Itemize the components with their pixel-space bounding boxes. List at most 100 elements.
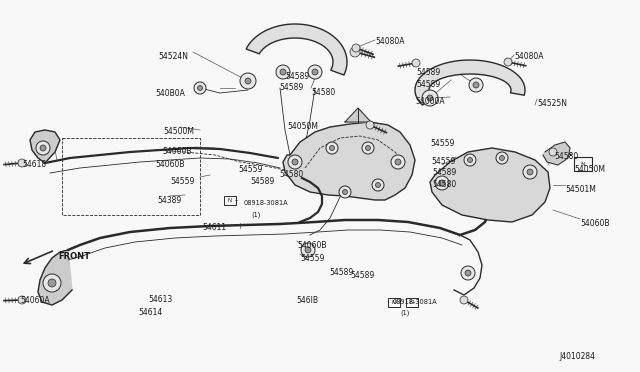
Text: 54559: 54559 — [300, 254, 324, 263]
Text: 54060B: 54060B — [297, 241, 326, 250]
Circle shape — [467, 157, 472, 163]
Polygon shape — [430, 148, 550, 222]
Text: 54580: 54580 — [279, 170, 303, 179]
Text: 54589: 54589 — [416, 68, 440, 77]
Text: 54050M: 54050M — [287, 122, 318, 131]
Text: (1): (1) — [251, 211, 260, 218]
Text: 54060B: 54060B — [580, 219, 609, 228]
Polygon shape — [415, 60, 525, 105]
Circle shape — [523, 165, 537, 179]
Circle shape — [460, 296, 468, 304]
Text: 54589: 54589 — [416, 80, 440, 89]
Circle shape — [194, 82, 206, 94]
Polygon shape — [38, 250, 72, 305]
Circle shape — [549, 148, 557, 156]
Circle shape — [48, 279, 56, 287]
Polygon shape — [543, 142, 570, 165]
Text: 54580: 54580 — [554, 152, 579, 161]
Text: 54589: 54589 — [329, 268, 353, 277]
Circle shape — [461, 266, 475, 280]
Text: 54060B: 54060B — [162, 147, 191, 156]
Text: 54589: 54589 — [279, 83, 303, 92]
Circle shape — [439, 180, 445, 186]
Text: 54050M: 54050M — [574, 165, 605, 174]
Circle shape — [473, 82, 479, 88]
Circle shape — [18, 159, 26, 167]
Circle shape — [292, 159, 298, 165]
Text: 54060A: 54060A — [20, 296, 50, 305]
Circle shape — [240, 73, 256, 89]
Circle shape — [326, 142, 338, 154]
Circle shape — [412, 59, 420, 67]
Circle shape — [276, 65, 290, 79]
Text: 546IB: 546IB — [296, 296, 318, 305]
Circle shape — [305, 247, 311, 253]
Circle shape — [43, 274, 61, 292]
Text: J4010284: J4010284 — [559, 352, 595, 361]
Text: FRONT: FRONT — [58, 252, 90, 261]
Circle shape — [36, 141, 50, 155]
Circle shape — [350, 47, 360, 57]
Circle shape — [496, 152, 508, 164]
Text: 08918-3081A: 08918-3081A — [393, 299, 438, 305]
Text: 54580: 54580 — [311, 88, 335, 97]
Circle shape — [339, 186, 351, 198]
Text: N: N — [228, 198, 232, 202]
Text: 54000A: 54000A — [415, 97, 445, 106]
Text: 54524N: 54524N — [158, 52, 188, 61]
Circle shape — [435, 176, 449, 190]
Polygon shape — [345, 108, 371, 122]
Text: 54559: 54559 — [430, 139, 454, 148]
Text: 54559: 54559 — [238, 165, 262, 174]
Text: 54589: 54589 — [432, 168, 456, 177]
Text: 54618: 54618 — [22, 160, 46, 169]
Text: 54525N: 54525N — [537, 99, 567, 108]
Circle shape — [372, 179, 384, 191]
Circle shape — [422, 90, 438, 106]
Circle shape — [499, 155, 504, 160]
Text: 08918-3081A: 08918-3081A — [244, 200, 289, 206]
Circle shape — [280, 69, 286, 75]
Text: 54559: 54559 — [431, 157, 456, 166]
Circle shape — [198, 86, 202, 90]
Text: N: N — [580, 161, 586, 167]
Circle shape — [504, 58, 512, 66]
Text: N: N — [392, 299, 396, 305]
Circle shape — [395, 159, 401, 165]
Text: 54389: 54389 — [157, 196, 181, 205]
Circle shape — [245, 78, 251, 84]
Text: 54501M: 54501M — [565, 185, 596, 194]
Circle shape — [464, 154, 476, 166]
Circle shape — [342, 189, 348, 195]
Text: 54500M: 54500M — [163, 127, 194, 136]
Text: 54559: 54559 — [170, 177, 195, 186]
Circle shape — [465, 270, 471, 276]
Text: 54589: 54589 — [250, 177, 275, 186]
Circle shape — [288, 155, 302, 169]
Circle shape — [18, 296, 26, 304]
Text: 54589: 54589 — [285, 72, 309, 81]
Circle shape — [365, 145, 371, 151]
Circle shape — [427, 95, 433, 101]
Circle shape — [330, 145, 335, 151]
Polygon shape — [30, 130, 60, 163]
Text: 54080A: 54080A — [375, 37, 404, 46]
Circle shape — [391, 155, 405, 169]
Circle shape — [527, 169, 533, 175]
Text: 540B0A: 540B0A — [155, 89, 185, 98]
Circle shape — [366, 121, 374, 129]
Circle shape — [352, 44, 360, 52]
Circle shape — [40, 145, 46, 151]
Circle shape — [469, 78, 483, 92]
Text: 54611: 54611 — [202, 223, 226, 232]
Text: 54580: 54580 — [432, 180, 456, 189]
Polygon shape — [246, 24, 347, 75]
Text: 54614: 54614 — [138, 308, 163, 317]
Text: 54060B: 54060B — [155, 160, 184, 169]
Polygon shape — [283, 122, 415, 200]
Text: (1): (1) — [400, 310, 410, 317]
Circle shape — [376, 183, 381, 187]
Text: 54589: 54589 — [350, 271, 374, 280]
Circle shape — [308, 65, 322, 79]
Text: N: N — [410, 299, 414, 305]
